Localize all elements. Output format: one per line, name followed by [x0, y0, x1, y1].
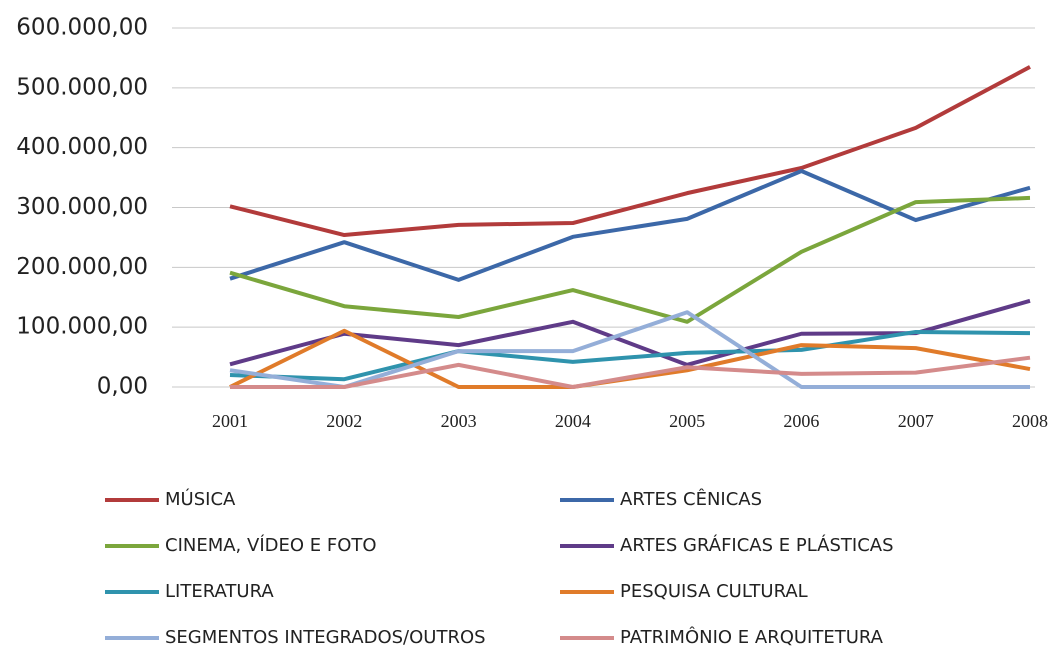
series-line [229, 310, 1030, 389]
series-line [229, 195, 1031, 324]
legend-label: ARTES GRÁFICAS E PLÁSTICAS [620, 534, 894, 556]
series-line [229, 329, 1031, 382]
y-tick-label: 100.000,00 [16, 314, 148, 340]
legend-label: ARTES CÊNICAS [620, 488, 762, 510]
legend-label: PATRIMÔNIO E ARQUITETURA [620, 626, 884, 648]
y-tick-label: 600.000,00 [16, 15, 148, 41]
legend-label: CINEMA, VÍDEO E FOTO [165, 534, 377, 556]
y-tick-label: 500.000,00 [16, 74, 148, 100]
x-tick-label: 2006 [783, 411, 819, 431]
x-tick-label: 2002 [326, 411, 362, 431]
y-tick-label: 300.000,00 [16, 194, 148, 220]
x-tick-label: 2005 [669, 411, 705, 431]
x-tick-label: 2003 [441, 411, 477, 431]
y-tick-label: 400.000,00 [16, 134, 148, 160]
x-tick-label: 2007 [898, 411, 934, 431]
x-tick-label: 2001 [212, 411, 248, 431]
x-tick-label: 2004 [555, 411, 591, 431]
legend-label: MÚSICA [165, 488, 236, 510]
legend-label: LITERATURA [165, 581, 274, 602]
y-tick-label: 200.000,00 [16, 254, 148, 280]
series-line [230, 355, 1031, 389]
series-line [229, 169, 1031, 282]
series-line [229, 65, 1031, 238]
legend-label: PESQUISA CULTURAL [620, 581, 808, 602]
legend-label: SEGMENTOS INTEGRADOS/OUTROS [165, 627, 486, 648]
x-tick-label: 2008 [1012, 411, 1048, 431]
y-tick-label: 0,00 [97, 374, 148, 400]
